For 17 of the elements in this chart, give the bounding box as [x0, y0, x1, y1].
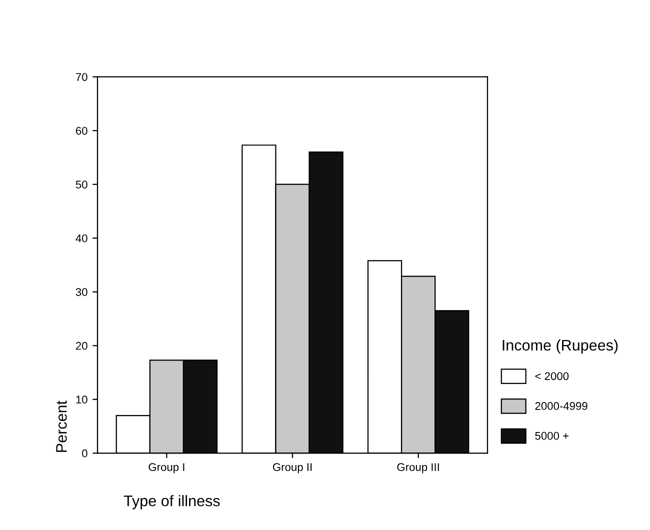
y-tick-label: 0 — [82, 449, 88, 458]
y-axis-title: Percent — [56, 400, 67, 452]
y-tick-label: 50 — [76, 180, 88, 188]
y-tick-label: 70 — [76, 73, 88, 81]
legend-label: 5000 + — [535, 432, 568, 440]
x-tick-label: Group II — [272, 463, 312, 474]
y-tick-label: 10 — [76, 396, 88, 404]
legend-label: < 2000 — [535, 372, 569, 380]
y-tick-label: 20 — [76, 342, 88, 350]
y-tick-label: 30 — [76, 288, 88, 296]
y-tick-label: 60 — [76, 126, 88, 135]
y-tick-label: 40 — [76, 234, 88, 242]
legend-title: Income (Rupees) — [502, 339, 618, 354]
x-axis-title: Type of illness — [124, 495, 220, 510]
legend-label: 2000-4999 — [535, 402, 588, 410]
x-tick-label: Group III — [397, 463, 439, 474]
x-tick-label: Group I — [148, 463, 184, 474]
